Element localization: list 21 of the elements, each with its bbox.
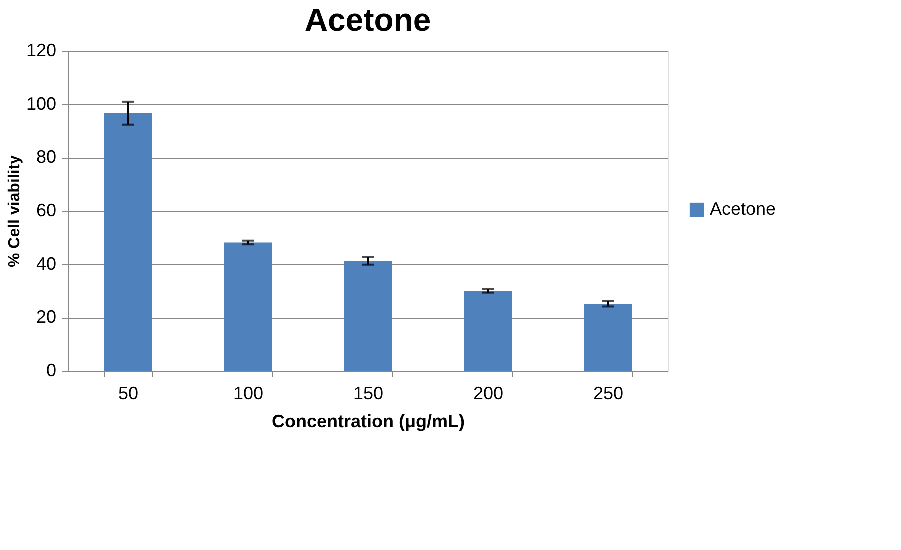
y-tick-label: 60 [36,200,56,220]
y-tick-label: 100 [26,94,56,114]
y-tick-label: 0 [46,360,56,380]
chart-title: Acetone [304,2,432,38]
bar [344,261,392,371]
bar [104,113,152,371]
x-tick-label: 150 [353,384,384,404]
x-tick-label: 100 [233,384,264,404]
y-tick-label: 80 [36,147,56,168]
x-tick-label: 200 [473,384,504,404]
y-axis-title: % Cell viability [6,155,24,268]
y-tick-label: 20 [36,307,56,328]
bar [584,304,632,371]
x-tick-label: 250 [593,384,624,404]
bar [224,242,272,371]
legend-label: Acetone [710,199,776,219]
y-tick-label: 40 [36,254,56,274]
x-axis-title: Concentration (μg/mL) [272,412,466,432]
bar [464,291,512,371]
y-tick-label: 120 [26,40,56,60]
x-tick-label: 50 [118,384,139,404]
